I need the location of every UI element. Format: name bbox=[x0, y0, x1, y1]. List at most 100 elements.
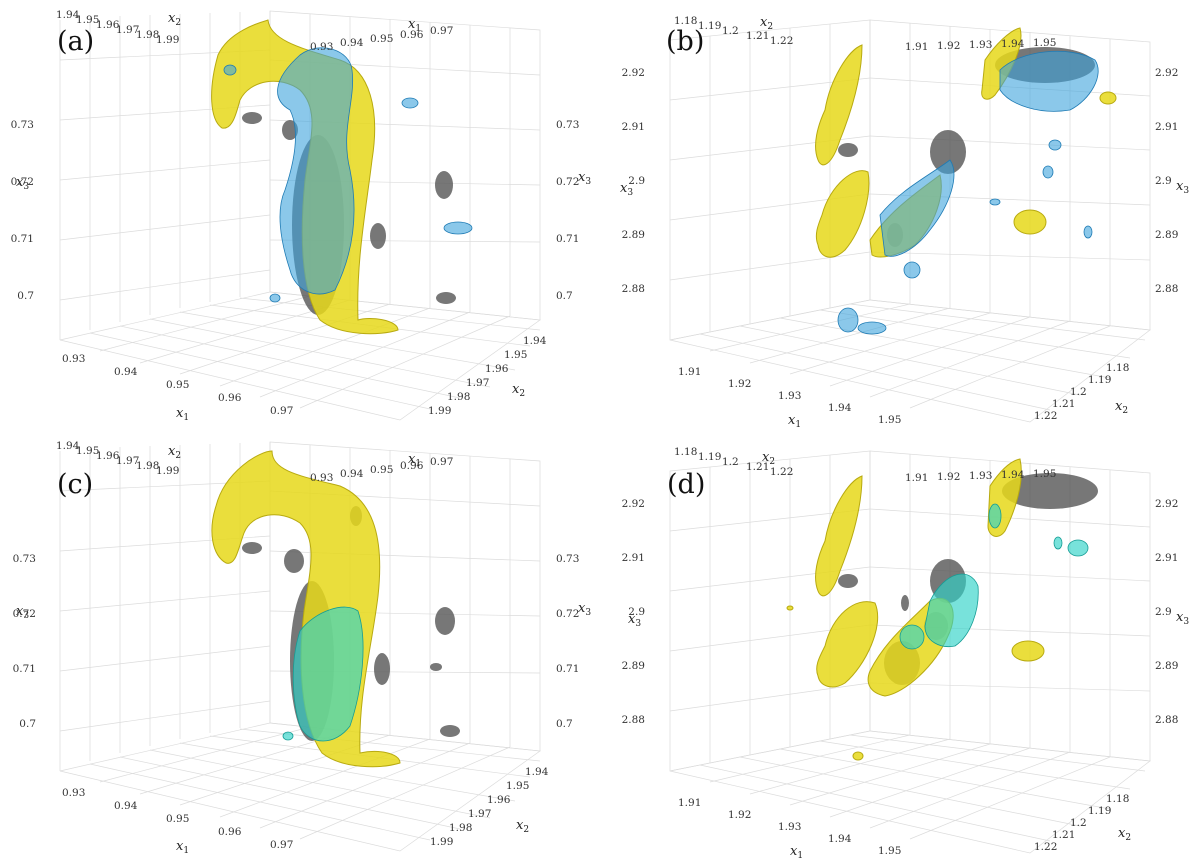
axis-ticks-x3-left: 2.92 2.91 2.9 2.89 2.88 bbox=[622, 498, 645, 726]
tick-label: 2.92 bbox=[1155, 67, 1178, 79]
tick-label: 2.9 bbox=[628, 175, 645, 187]
axis-ticks-x1-top: 0.93 0.94 0.95 0.96 0.97 bbox=[310, 456, 453, 484]
tick-label: 1.95 bbox=[878, 414, 901, 426]
tick-label: 2.92 bbox=[1155, 498, 1178, 510]
tick-label: 1.94 bbox=[1001, 38, 1025, 50]
tick-label: 1.21 bbox=[1052, 398, 1075, 410]
tick-label: 0.96 bbox=[400, 29, 424, 41]
surface-yellow bbox=[786, 458, 1045, 761]
axis-ticks-x1-top: 1.91 1.92 1.93 1.94 1.95 bbox=[905, 37, 1056, 53]
axis-ticks-x1: 0.93 0.94 0.95 0.96 0.97 bbox=[62, 353, 293, 417]
tick-label: 0.96 bbox=[400, 460, 424, 472]
tick-label: 0.95 bbox=[166, 379, 189, 391]
axis-label-x3-right: x3 bbox=[1176, 179, 1189, 196]
panel-label: (b) bbox=[666, 26, 705, 57]
axis-label-x2-top: x2 bbox=[762, 450, 775, 467]
axis-ticks-x2: 1.99 1.98 1.97 1.96 1.95 1.94 bbox=[430, 766, 549, 848]
tick-label: 1.95 bbox=[76, 445, 99, 457]
tick-label: 1.93 bbox=[778, 390, 801, 402]
axis-label-x3-left: x3 bbox=[16, 175, 29, 192]
tick-label: 1.93 bbox=[969, 470, 992, 482]
tick-label: 1.2 bbox=[1070, 386, 1087, 398]
axis-label-x2: x2 bbox=[516, 818, 529, 835]
tick-label: 0.73 bbox=[556, 119, 579, 131]
grid-floor bbox=[669, 730, 1151, 854]
tick-label: 1.99 bbox=[430, 836, 453, 848]
surface-blue bbox=[223, 47, 473, 303]
tick-label: 0.72 bbox=[11, 176, 34, 188]
panel-d: 1.91 1.92 1.93 1.94 1.95 1.22 1.21 1.2 1.19 1.18… bbox=[600, 431, 1200, 861]
axis-label-x2: x2 bbox=[512, 382, 525, 399]
tick-label: 0.7 bbox=[17, 290, 34, 302]
tick-label: 0.97 bbox=[430, 456, 453, 468]
tick-label: 1.97 bbox=[466, 377, 489, 389]
tick-label: 0.95 bbox=[370, 33, 393, 45]
tick-label: 1.18 bbox=[1106, 362, 1129, 374]
axis-ticks-x2: 1.221.211.21.191.18 bbox=[1034, 793, 1129, 853]
surface-cyan bbox=[899, 503, 1089, 650]
tick-label: 1.94 bbox=[828, 402, 852, 414]
tick-label: 1.2 bbox=[722, 25, 739, 37]
tick-label: 1.21 bbox=[746, 461, 769, 473]
grid-floor bbox=[669, 299, 1151, 423]
tick-label: 1.98 bbox=[136, 460, 159, 472]
axis-label-x1-top: x1 bbox=[408, 452, 421, 469]
axis-label-x2: x2 bbox=[1118, 826, 1131, 843]
tick-label: 0.93 bbox=[62, 353, 85, 365]
tick-label: 0.7 bbox=[556, 290, 573, 302]
axis-ticks-x2-top: 1.18 1.19 1.2 1.21 1.22 bbox=[674, 446, 793, 478]
tick-label: 2.91 bbox=[622, 552, 645, 564]
axis-label-x3-right: x3 bbox=[578, 601, 591, 618]
axis-ticks-x2-top: 1.941.951.961.971.981.99 bbox=[56, 9, 179, 46]
axis-label-x1: x1 bbox=[176, 406, 189, 423]
tick-label: 0.97 bbox=[270, 839, 293, 851]
tick-label: 1.98 bbox=[449, 822, 472, 834]
tick-label: 1.94 bbox=[525, 766, 549, 778]
tick-label: 2.89 bbox=[1155, 660, 1178, 672]
tick-label: 1.99 bbox=[156, 465, 179, 477]
axis-ticks-x3-left: 0.73 0.72 0.71 0.7 bbox=[13, 553, 36, 730]
tick-label: 1.93 bbox=[778, 821, 801, 833]
tick-label: 0.7 bbox=[556, 718, 573, 730]
axis-ticks-x2: 1.221.211.21.191.18 bbox=[1034, 362, 1129, 422]
tick-label: 1.95 bbox=[504, 349, 527, 361]
panel-c: 0.93 0.94 0.95 0.96 0.97 1.99 1.98 1.97 1.96 1.9… bbox=[0, 431, 600, 861]
axis-ticks-x2-top: 1.941.951.961.971.981.99 bbox=[56, 440, 179, 477]
axis-ticks-x3-right: 2.92 2.91 2.9 2.89 2.88 bbox=[1155, 498, 1178, 726]
tick-label: 1.95 bbox=[1033, 37, 1056, 49]
tick-label: 1.95 bbox=[1033, 468, 1056, 480]
axis-ticks-x1: 1.91 1.92 1.93 1.94 1.95 bbox=[678, 797, 901, 857]
tick-label: 2.88 bbox=[622, 714, 645, 726]
panel-c-plot: 0.930.940.950.960.97 1.991.981.971.961.9… bbox=[13, 440, 592, 856]
axis-ticks-x3-right: 0.73 0.72 0.71 0.7 bbox=[556, 553, 579, 730]
tick-label: 0.72 bbox=[556, 176, 579, 188]
tick-label: 1.95 bbox=[76, 14, 99, 26]
axis-label-x2-top: x2 bbox=[760, 15, 773, 32]
tick-label: 2.88 bbox=[1155, 714, 1178, 726]
panel-b: 1.91 1.92 1.93 1.94 1.95 1.22 1.21 1.2 1.19 1.18… bbox=[600, 0, 1200, 430]
tick-label: 1.92 bbox=[937, 471, 960, 483]
tick-label: 1.94 bbox=[56, 9, 80, 21]
tick-label: 2.9 bbox=[1155, 175, 1172, 187]
axis-label-x3-left: x3 bbox=[628, 612, 641, 629]
tick-label: 0.73 bbox=[556, 553, 579, 565]
tick-label: 2.9 bbox=[628, 606, 645, 618]
axis-ticks-x2-top: 1.18 1.19 1.2 1.21 1.22 bbox=[674, 15, 793, 47]
tick-label: 2.88 bbox=[622, 283, 645, 295]
grid-back-left bbox=[59, 11, 271, 340]
tick-label: 1.19 bbox=[698, 451, 721, 463]
axis-ticks-x3-left: 2.92 2.91 2.9 2.89 2.88 bbox=[622, 67, 645, 295]
tick-label: 0.93 bbox=[310, 472, 333, 484]
tick-label: 1.96 bbox=[487, 794, 511, 806]
tick-label: 0.71 bbox=[556, 233, 579, 245]
surface-cyan bbox=[282, 606, 364, 742]
tick-label: 0.97 bbox=[430, 25, 453, 37]
axis-ticks-x1-top: 1.91 1.92 1.93 1.94 1.95 bbox=[905, 468, 1056, 484]
tick-label: 2.92 bbox=[622, 67, 645, 79]
axis-ticks-x3-right: 0.73 0.72 0.71 0.7 bbox=[556, 119, 579, 302]
tick-label: 1.94 bbox=[1001, 469, 1025, 481]
axis-label-x1-top: x1 bbox=[408, 17, 421, 34]
tick-label: 0.71 bbox=[556, 663, 579, 675]
axis-ticks-x3-left: 0.73 0.72 0.71 0.7 bbox=[11, 119, 34, 302]
axis-ticks-x1-top: 0.93 0.94 0.95 0.96 0.97 bbox=[310, 25, 453, 53]
